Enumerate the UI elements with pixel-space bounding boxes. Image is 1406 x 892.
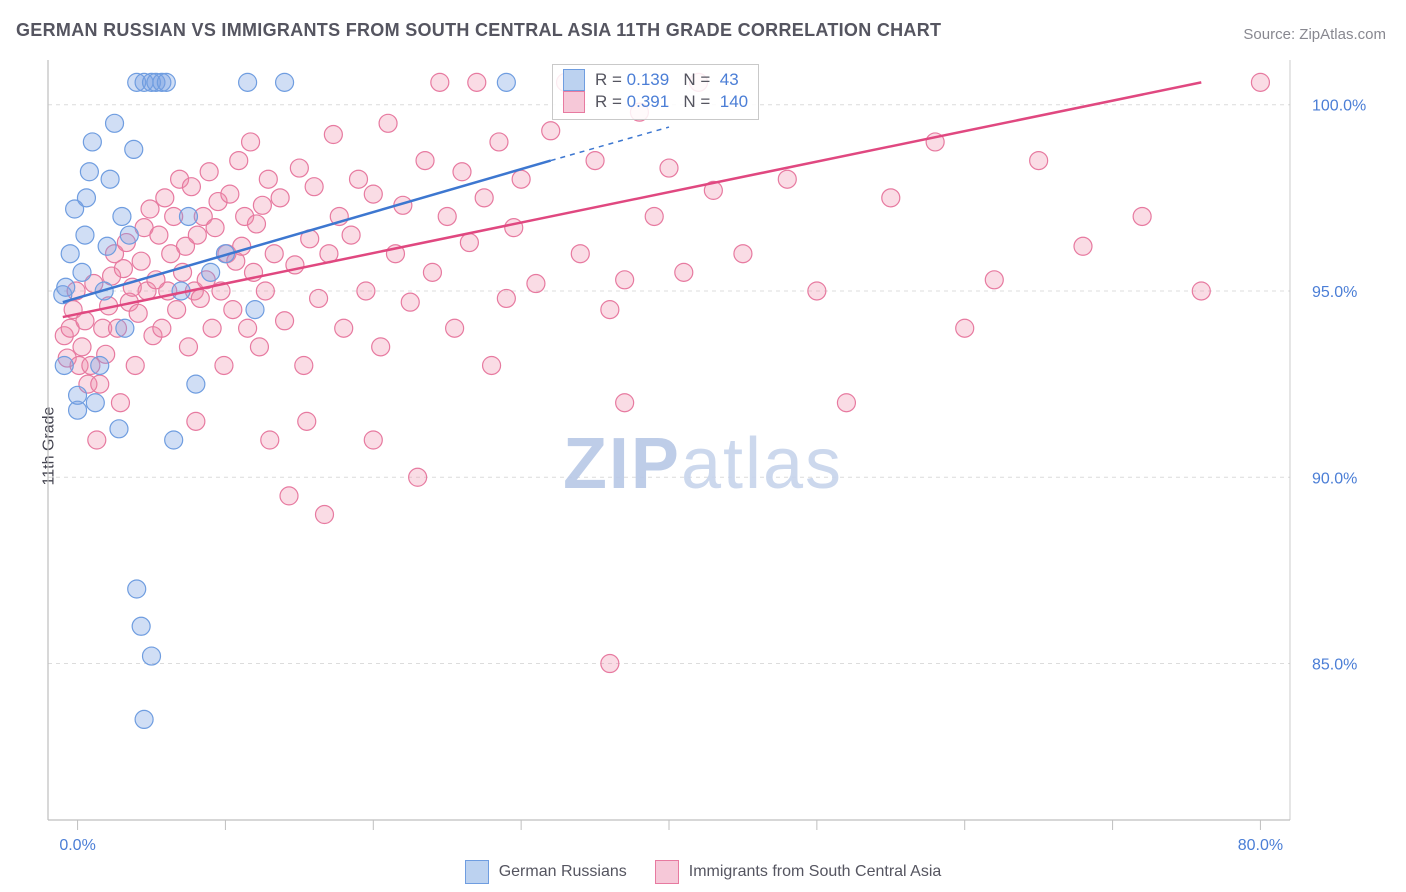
- correlation-stats-box: R = 0.139 N = 43R = 0.391 N = 140: [552, 64, 759, 120]
- x-tick-labels: 0.0% 80.0%: [59, 837, 1283, 854]
- series-b-points: [55, 73, 1269, 672]
- svg-text:80.0%: 80.0%: [1238, 837, 1283, 854]
- legend-label-b: Immigrants from South Central Asia: [689, 863, 942, 881]
- legend-item-b: Immigrants from South Central Asia: [655, 860, 942, 884]
- stats-row: R = 0.391 N = 140: [563, 91, 748, 113]
- stats-swatch: [563, 91, 585, 113]
- bottom-legend: German Russians Immigrants from South Ce…: [0, 860, 1406, 884]
- y-tick-labels: 85.0% 90.0% 95.0% 100.0%: [1312, 98, 1366, 674]
- legend-swatch-b: [655, 860, 679, 884]
- stats-row: R = 0.139 N = 43: [563, 69, 748, 91]
- svg-text:85.0%: 85.0%: [1312, 657, 1357, 674]
- legend-swatch-a: [465, 860, 489, 884]
- svg-text:95.0%: 95.0%: [1312, 284, 1357, 301]
- scatter-chart: 85.0% 90.0% 95.0% 100.0% 0.0% 80.0%: [0, 0, 1406, 892]
- svg-text:100.0%: 100.0%: [1312, 98, 1366, 115]
- legend-item-a: German Russians: [465, 860, 627, 884]
- stats-swatch: [563, 69, 585, 91]
- svg-text:0.0%: 0.0%: [59, 837, 95, 854]
- legend-label-a: German Russians: [499, 863, 627, 881]
- svg-text:90.0%: 90.0%: [1312, 470, 1357, 487]
